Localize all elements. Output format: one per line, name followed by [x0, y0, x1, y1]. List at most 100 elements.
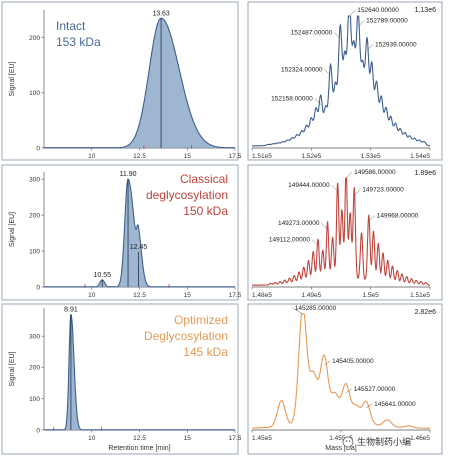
mass-peak-label: 149968.00000 [377, 213, 419, 220]
label-leader [345, 388, 352, 394]
spectrum-line [252, 15, 430, 147]
sample-title-line: deglycosylation [146, 188, 228, 202]
sample-title-line: 150 kDa [183, 204, 228, 218]
mass-peak-label: 145285.00000 [295, 305, 337, 312]
x-tick-label: 12.5 [133, 292, 146, 299]
y-tick-label: 300 [29, 176, 40, 183]
spectrum-line [251, 177, 430, 286]
y-axis-title: Signal [EU] [9, 351, 16, 386]
sample-title-line: Classical [180, 172, 228, 186]
x-axis-title: Retention time [min] [108, 445, 170, 452]
panel-frame [1, 303, 239, 455]
x-tick-label: 12.5 [133, 435, 146, 442]
x-tick-label: 1.5e5 [363, 292, 380, 299]
x-axis-title: Mass [Da] [325, 445, 357, 452]
panel-frame [247, 303, 443, 455]
mass-peak-label: 145641.00000 [374, 401, 416, 408]
max-intensity-label: 1.13e6 [415, 7, 437, 14]
mass-spectrum-panel: 145285.00000 145405.00000 145527.00000 1456… [247, 303, 443, 455]
x-tick-label: 1.46e5 [410, 435, 430, 442]
panel-frame [1, 164, 239, 301]
x-tick-label: 1.45e5 [252, 435, 272, 442]
trace-line [44, 314, 235, 431]
chromatogram-panel: 10.55 11.90 12.45 10 12.5 15 17.5 0 100 200 300 Sig… [1, 164, 242, 301]
peak-label: 8.91 [64, 306, 78, 313]
mass-peak-label: 149444.00000 [288, 182, 330, 189]
trace-line [44, 17, 235, 149]
x-tick-label: 10 [88, 292, 96, 299]
y-tick-label: 300 [29, 333, 40, 340]
wechat-icon-eye [348, 440, 351, 442]
mass-peak-label: 152640.00000 [357, 7, 399, 14]
y-tick-label: 0 [36, 284, 40, 291]
mass-peak-label: 149586.00000 [354, 169, 396, 176]
y-tick-label: 100 [29, 248, 40, 255]
sample-title-line: Intact [56, 19, 86, 33]
x-tick-label: 1.51e5 [410, 292, 430, 299]
mass-peak-label: 152789.00000 [366, 18, 408, 25]
x-tick-label: 1.52e5 [301, 153, 321, 160]
sample-title-line: 153 kDa [56, 35, 101, 49]
mass-spectrum-panel: 152158.00000 152324.00000 152487.00000 1526… [247, 1, 443, 161]
mass-peak-label: 149273.00000 [278, 220, 320, 227]
peak-label: 13.63 [152, 10, 170, 17]
peak-area [44, 179, 235, 287]
wechat-icon-eye [345, 440, 348, 442]
x-tick-label: 1.48e5 [252, 292, 272, 299]
sample-title-line: 145 kDa [183, 345, 228, 359]
label-leader [354, 189, 361, 196]
label-leader [323, 360, 331, 366]
x-tick-label: 1.51e5 [252, 153, 272, 160]
y-axis-title: Signal [EU] [9, 212, 16, 247]
y-tick-label: 200 [29, 212, 40, 219]
sample-title-line: Deglycosylation [144, 329, 228, 343]
y-tick-label: 100 [29, 90, 40, 97]
label-leader [334, 32, 341, 39]
y-tick-label: 0 [36, 145, 40, 152]
peak-label: 11.90 [120, 171, 137, 178]
mass-peak-label: 152487.00000 [291, 29, 333, 36]
x-tick-label: 1.53e5 [361, 153, 381, 160]
label-leader [314, 98, 321, 105]
label-leader [366, 44, 374, 51]
mass-peak-label: 152939.00000 [375, 41, 417, 48]
peak-area [44, 18, 235, 148]
label-leader [357, 20, 365, 27]
x-tick-label: 10 [88, 435, 96, 442]
y-axis-title: Signal [EU] [9, 61, 16, 96]
x-tick-label: 1.54e5 [410, 153, 430, 160]
x-tick-label: 17.5 [229, 292, 242, 299]
y-tick-label: 200 [29, 35, 40, 42]
mass-peak-label: 145405.00000 [332, 358, 374, 365]
label-leader [324, 69, 331, 76]
x-tick-label: 10 [88, 153, 96, 160]
chromatogram-panel: 8.91 10 12.5 15 17.5 0 100 200 300 Signal [EU] Ret… [1, 303, 242, 455]
mass-peak-label: 149112.00000 [269, 237, 310, 244]
label-leader [331, 184, 338, 192]
watermark-text: 生物制药小编 [357, 436, 411, 447]
watermark: 生物制药小编 [342, 436, 411, 448]
label-leader [368, 215, 375, 222]
mass-peak-label: 152158.00000 [271, 95, 313, 102]
mass-spectrum-panel: 149112.00000 149273.00000 149444.00000 1495… [247, 164, 443, 301]
label-leader [311, 239, 319, 246]
panel-frame [247, 1, 443, 161]
label-leader [292, 307, 303, 315]
max-intensity-label: 1.89e6 [415, 170, 437, 177]
mass-peak-label: 152324.00000 [281, 66, 323, 73]
mass-peak-label: 149723.00000 [362, 186, 404, 193]
x-tick-label: 17.5 [229, 153, 242, 160]
y-tick-label: 100 [29, 396, 40, 403]
max-intensity-label: 2.82e6 [415, 309, 437, 316]
label-leader [321, 223, 328, 230]
x-tick-label: 15 [184, 153, 192, 160]
chromatogram-panel: 13.63 10 12.5 15 17.5 0 100 200 Signal [EU] Intac… [1, 1, 242, 161]
x-tick-label: 15 [184, 435, 192, 442]
sample-title-line: Optimized [174, 313, 228, 327]
panel-frame [1, 1, 239, 161]
peak-label: 12.45 [130, 244, 148, 251]
label-leader [365, 403, 373, 409]
mass-peak-label: 145527.00000 [354, 386, 396, 393]
